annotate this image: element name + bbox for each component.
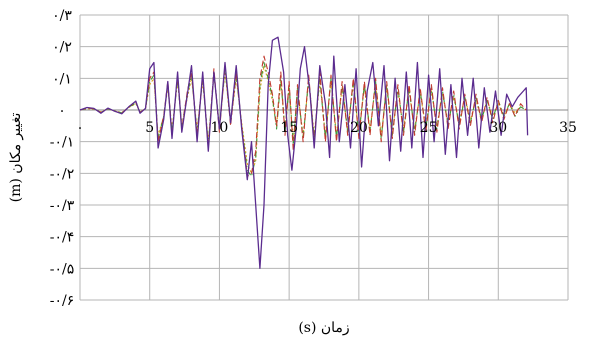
y-tick-label: -۰/۵ xyxy=(50,261,75,277)
y-axis-title: تغییر مکان (m) xyxy=(8,113,24,203)
x-tick-label: 15 xyxy=(280,120,298,136)
y-tick-label: ۰/۲ xyxy=(52,40,72,56)
y-tick-label: -۰/۶ xyxy=(50,293,75,309)
y-tick-label: -۰/۱ xyxy=(50,135,75,151)
x-tick-label: 10 xyxy=(211,120,229,136)
y-tick-label: -۰/۲ xyxy=(50,166,75,182)
series-line-1 xyxy=(79,36,529,269)
y-tick-label: ۰/۳ xyxy=(52,8,72,24)
y-tick-label: ۰ xyxy=(58,103,66,119)
y-tick-label: -۰/۳ xyxy=(50,198,75,214)
gridlines xyxy=(79,14,569,301)
x-axis-title: زمان (s) xyxy=(298,320,349,336)
x-tick-label: 35 xyxy=(559,120,577,136)
y-tick-label: ۰/۱ xyxy=(52,71,72,87)
x-tick-label: 5 xyxy=(145,120,154,136)
x-tick-label: 25 xyxy=(420,120,438,136)
series-lines xyxy=(79,36,529,269)
y-tick-label: -۰/۴ xyxy=(50,230,75,246)
series-line-2 xyxy=(79,55,527,178)
x-tick-label: 30 xyxy=(489,120,507,136)
x-tick-label: ۰ xyxy=(76,120,84,136)
x-tick-label: 20 xyxy=(350,120,368,136)
tick-labels: ۰/۳۰/۲۰/۱۰-۰/۱-۰/۲-۰/۳-۰/۴-۰/۵-۰/۶۰ 5 10 15… xyxy=(50,8,577,309)
